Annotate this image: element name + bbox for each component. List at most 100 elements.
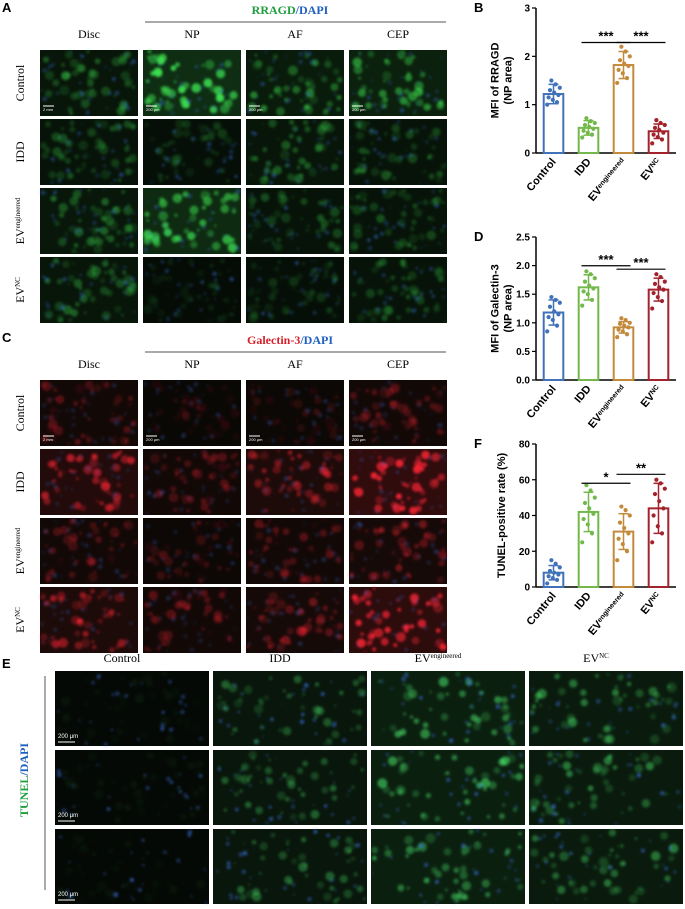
nucleus [318,73,321,76]
y-tick-label: 0 [524,149,530,160]
nucleus [331,551,337,556]
nucleus [260,725,264,729]
data-point [546,574,551,579]
data-point [650,540,655,545]
speckle [589,880,596,887]
speckle [400,210,407,217]
nucleus [217,527,221,532]
nucleus [60,575,63,578]
nucleus [399,53,401,55]
nucleus [51,63,55,67]
speckle [572,887,580,895]
speckle [634,764,644,773]
data-point [619,44,624,49]
nucleus [141,838,145,842]
speckle [205,424,212,431]
speckle [295,571,299,575]
speckle [510,774,516,779]
speckle [57,133,68,144]
nucleus [191,137,195,141]
nucleus [346,820,351,825]
nucleus [556,832,561,837]
speckle [160,630,163,634]
nucleus [504,876,507,879]
speckle [380,469,387,476]
speckle [382,71,392,81]
speckle [288,276,299,287]
speckle [203,78,213,88]
speckle [398,238,408,247]
nucleus [309,273,313,277]
column-header: NP [184,27,200,41]
y-tick-label: 20 [519,547,531,558]
nucleus [193,382,199,387]
speckle [219,258,225,264]
speckle [92,645,97,650]
speckle [462,894,469,901]
nucleus [187,220,190,223]
nucleus [219,89,224,93]
nucleus [80,294,84,298]
speckle [262,549,265,553]
speckle [201,64,205,67]
micrograph-texture [40,188,138,254]
nucleus [57,769,61,773]
nucleus [381,153,386,158]
nucleus [267,420,272,426]
speckle [383,80,386,83]
speckle [458,889,461,893]
speckle [335,218,341,224]
nucleus [226,837,229,840]
speckle [79,844,88,853]
speckle [339,690,344,696]
nucleus [176,380,181,385]
speckle [610,848,614,852]
nucleus [294,128,298,131]
nucleus [69,813,73,817]
speckle [82,288,92,298]
speckle [96,594,102,600]
speckle [381,314,388,322]
speckle [459,871,468,880]
speckle [399,728,407,736]
speckle [215,152,219,156]
nucleus [379,231,384,236]
nucleus [426,438,429,442]
speckle [192,701,197,706]
speckle [213,122,222,131]
nucleus [145,627,149,631]
speckle [269,237,274,242]
nucleus [189,283,194,288]
nucleus [177,282,181,287]
speckle [405,294,411,300]
speckle [68,571,76,579]
data-point [662,279,667,284]
nucleus [396,120,400,124]
speckle [155,860,163,868]
nucleus [414,500,418,503]
speckle [248,560,254,567]
nucleus [417,201,422,205]
speckle [365,600,372,606]
speckle [262,123,265,126]
nucleus [283,476,289,481]
nucleus [50,55,53,58]
speckle [58,203,68,213]
speckle [287,450,293,456]
nucleus [319,170,322,173]
speckle [346,859,351,864]
speckle [273,458,281,466]
nucleus [269,180,274,185]
nucleus [46,313,51,318]
title-marker: Galectin-3 [247,333,300,347]
speckle [593,865,598,870]
x-tick-label: IDD [572,383,593,405]
speckle [379,170,383,174]
panel-letter: C [2,330,12,345]
speckle [266,777,273,785]
nucleus [131,59,136,64]
nucleus [360,693,364,696]
nucleus [353,417,356,420]
speckle [76,439,81,445]
speckle [52,147,62,157]
